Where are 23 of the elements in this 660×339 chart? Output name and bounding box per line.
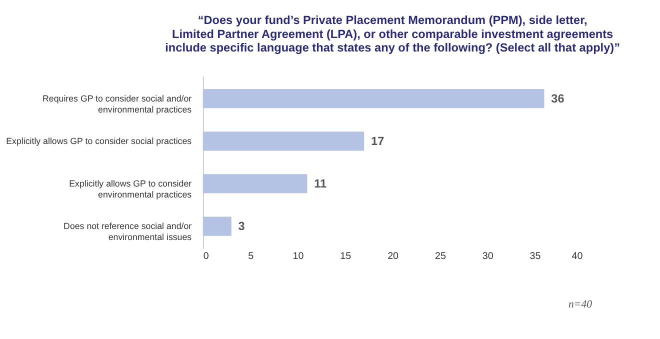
- bar: [202, 216, 232, 236]
- x-tick-label: 20: [388, 250, 400, 262]
- chart-title: “Does your fund’s Private Placement Memorandum (PPM), side letter, Limited Partner Agreement (LPA), or other comparable investment agreements include specific language that states any of the following? (Select all that apply)”: [165, 13, 620, 55]
- data-label: 36: [551, 92, 565, 106]
- x-tick-label: 5: [248, 250, 254, 262]
- bar: [202, 174, 308, 194]
- y-tick-label: Requires GP to consider social and/or environmental practices: [42, 94, 192, 114]
- x-tick-label: 15: [340, 250, 352, 262]
- data-label: 3: [238, 219, 246, 234]
- x-tick-label: 40: [572, 250, 584, 262]
- data-label: 11: [314, 176, 328, 191]
- x-tick-label: 10: [292, 250, 304, 262]
- x-tick-label: 0: [203, 250, 210, 262]
- y-tick-label: Does not reference social and/or environmental issues: [64, 221, 192, 242]
- y-tick-label: Explicitly allows GP to consider social practices: [6, 136, 192, 146]
- data-label: 17: [371, 134, 385, 148]
- x-tick-label: 25: [434, 250, 446, 262]
- text: n=40: [568, 298, 593, 311]
- x-tick-label: 30: [482, 250, 494, 262]
- bar: [202, 132, 364, 151]
- x-tick-label: 35: [530, 250, 542, 262]
- bar: [202, 89, 544, 108]
- y-tick-label: Explicitly allows GP to consider environmental practices: [69, 178, 192, 200]
